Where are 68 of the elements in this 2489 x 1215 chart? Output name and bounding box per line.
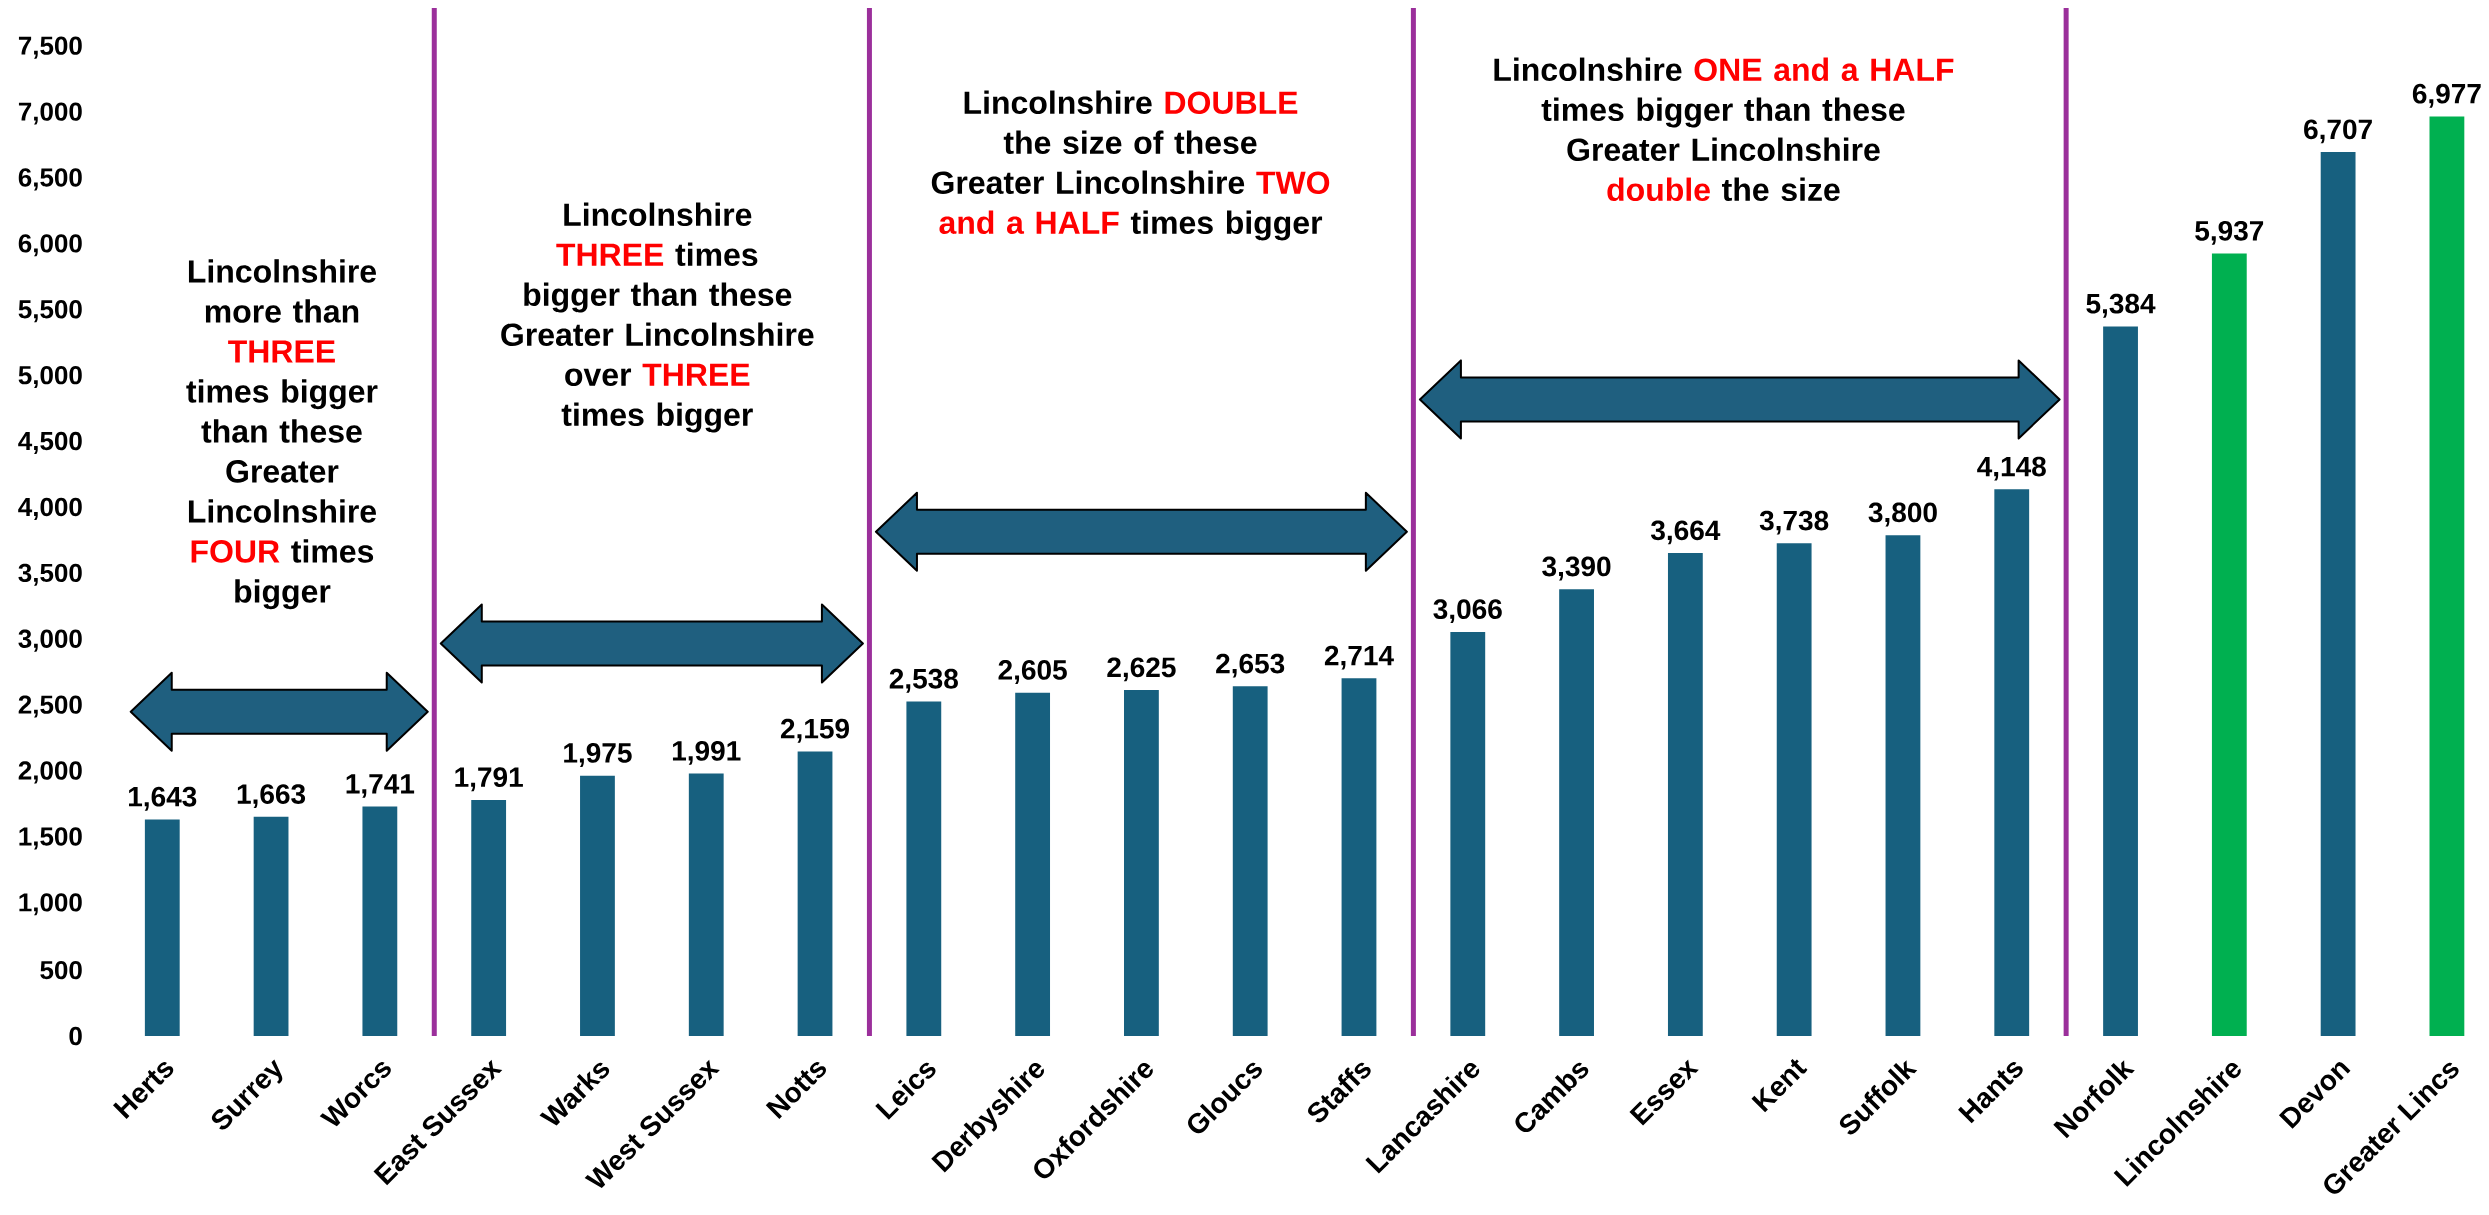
data-label: 3,800 bbox=[1868, 502, 1937, 527]
data-label: 2,605 bbox=[998, 660, 1067, 684]
bar bbox=[362, 806, 398, 1036]
bar bbox=[2211, 253, 2247, 1036]
bar bbox=[797, 751, 833, 1036]
y-tick-label: 5,500 bbox=[18, 300, 82, 323]
y-tick-label: 4,000 bbox=[18, 497, 82, 520]
y-tick-label: 6,500 bbox=[18, 168, 82, 191]
annotation: Greater Lincolnshire FOUR times bigger bbox=[188, 460, 376, 610]
bar bbox=[1015, 692, 1051, 1036]
y-tick-label: 6,000 bbox=[18, 234, 82, 257]
data-label: 1,975 bbox=[564, 743, 632, 767]
data-label: 2,159 bbox=[780, 718, 849, 743]
data-label: 1,791 bbox=[455, 767, 523, 792]
annotation: Lincolnshire DOUBLE the size of these bbox=[964, 90, 1298, 155]
bar bbox=[1994, 489, 2030, 1036]
bar bbox=[1232, 686, 1268, 1036]
bar bbox=[1450, 631, 1486, 1036]
annotation: Lincolnshire THREE times bigger than these bbox=[524, 202, 792, 313]
data-label: 2,653 bbox=[1216, 653, 1285, 678]
y-tick-label: 4,500 bbox=[18, 431, 82, 455]
data-label: 3,390 bbox=[1542, 556, 1611, 581]
data-label: 3,664 bbox=[1650, 520, 1721, 545]
data-label: 2,538 bbox=[889, 668, 958, 693]
y-tick-label: 3,500 bbox=[18, 563, 82, 586]
data-label: 1,741 bbox=[346, 774, 415, 798]
data-label: 1,643 bbox=[129, 786, 197, 811]
bar bbox=[1776, 543, 1812, 1036]
bar bbox=[1667, 553, 1703, 1036]
bar bbox=[2103, 326, 2138, 1036]
y-tick-label: 2,000 bbox=[18, 761, 82, 784]
data-label: 1,991 bbox=[672, 740, 741, 765]
bar bbox=[580, 775, 615, 1036]
bar bbox=[1559, 589, 1594, 1036]
data-label: 2,625 bbox=[1107, 657, 1176, 682]
data-label: 3,066 bbox=[1433, 599, 1502, 624]
bar bbox=[1341, 678, 1377, 1036]
y-tick-label: 1,500 bbox=[19, 827, 82, 850]
bar bbox=[1885, 535, 1921, 1036]
bar bbox=[688, 773, 724, 1036]
y-tick-label: 0 bbox=[69, 1026, 82, 1046]
data-label: 5,937 bbox=[2195, 220, 2264, 245]
bar bbox=[1124, 690, 1159, 1036]
y-tick-label: 1,000 bbox=[19, 893, 82, 916]
y-tick-label: 3,000 bbox=[18, 629, 82, 652]
data-label: 2,714 bbox=[1324, 645, 1394, 670]
data-label: 1,663 bbox=[237, 784, 306, 809]
y-tick-label: 7,000 bbox=[18, 102, 82, 125]
y-tick-label: 500 bbox=[40, 960, 82, 980]
bar bbox=[2320, 152, 2356, 1036]
bar bbox=[471, 799, 507, 1036]
data-label: 6,977 bbox=[2412, 83, 2481, 108]
y-tick-label: 5,000 bbox=[18, 365, 82, 389]
bar bbox=[2429, 116, 2465, 1036]
bar bbox=[906, 701, 942, 1036]
data-label: 6,707 bbox=[2304, 119, 2372, 144]
annotation: Lincolnshire ONE and a HALF times bigger than these bbox=[1494, 57, 1954, 128]
annotation: Greater Lincolnshire over THREE times bigger bbox=[501, 322, 814, 433]
bar bbox=[144, 819, 180, 1036]
annotation: Lincolnshire more than THREE times bigger than these bbox=[186, 259, 378, 443]
data-label: 4,148 bbox=[1977, 456, 2046, 481]
y-tick-label: 2,500 bbox=[18, 695, 82, 718]
text: Greater Lincolnshire TWO and a HALF times bigger bbox=[931, 170, 1330, 241]
data-label: 5,384 bbox=[2086, 293, 2156, 318]
bar bbox=[253, 816, 289, 1036]
annotation: Greater Lincolnshire double the size bbox=[1567, 137, 1880, 202]
y-tick-label: 7,500 bbox=[18, 36, 82, 59]
data-label: 3,738 bbox=[1759, 510, 1829, 535]
